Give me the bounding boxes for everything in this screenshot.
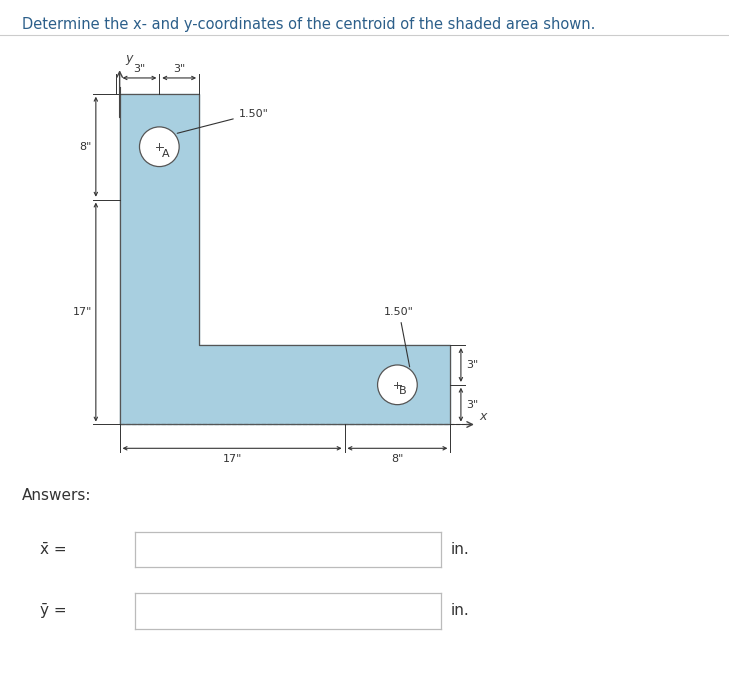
Text: 3": 3" (173, 64, 185, 74)
Text: i: i (116, 604, 121, 619)
Text: Answers:: Answers: (22, 488, 91, 503)
Text: 17": 17" (222, 454, 242, 464)
Text: 3": 3" (466, 360, 478, 370)
Text: 8": 8" (79, 142, 92, 151)
Text: 17": 17" (72, 307, 92, 317)
Circle shape (378, 365, 417, 404)
Text: 1.50": 1.50" (177, 108, 268, 133)
Text: 8": 8" (391, 454, 404, 464)
Text: x̄ =: x̄ = (40, 542, 67, 557)
Text: 3": 3" (466, 400, 478, 410)
Text: in.: in. (451, 603, 469, 618)
Text: ȳ =: ȳ = (40, 603, 67, 618)
Text: in.: in. (451, 542, 469, 557)
Text: i: i (116, 542, 121, 557)
Circle shape (139, 127, 179, 166)
Text: y: y (125, 52, 133, 65)
Text: Determine the x- and y-coordinates of the centroid of the shaded area shown.: Determine the x- and y-coordinates of th… (22, 17, 596, 32)
Text: A: A (162, 149, 170, 160)
Polygon shape (120, 94, 451, 424)
Text: B: B (399, 386, 406, 396)
Text: 1.50": 1.50" (384, 307, 414, 367)
Text: x: x (480, 410, 487, 423)
Text: 3": 3" (133, 64, 146, 74)
